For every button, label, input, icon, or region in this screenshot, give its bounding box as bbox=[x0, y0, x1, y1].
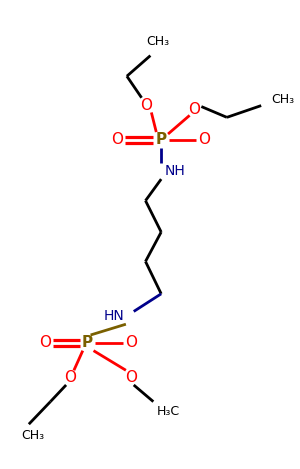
Text: O: O bbox=[125, 370, 137, 385]
Text: O: O bbox=[125, 335, 137, 350]
Text: O: O bbox=[111, 132, 123, 147]
Text: O: O bbox=[198, 132, 210, 147]
Text: CH₃: CH₃ bbox=[271, 93, 294, 106]
Text: O: O bbox=[140, 98, 152, 113]
Text: O: O bbox=[40, 335, 52, 350]
Text: P: P bbox=[156, 132, 167, 147]
Text: HN: HN bbox=[103, 310, 124, 323]
Text: P: P bbox=[82, 335, 93, 350]
Text: NH: NH bbox=[165, 164, 186, 178]
Text: CH₃: CH₃ bbox=[147, 35, 170, 48]
Text: H₃C: H₃C bbox=[156, 405, 179, 418]
Text: O: O bbox=[64, 370, 76, 385]
Text: O: O bbox=[188, 102, 200, 117]
Text: CH₃: CH₃ bbox=[21, 430, 44, 442]
